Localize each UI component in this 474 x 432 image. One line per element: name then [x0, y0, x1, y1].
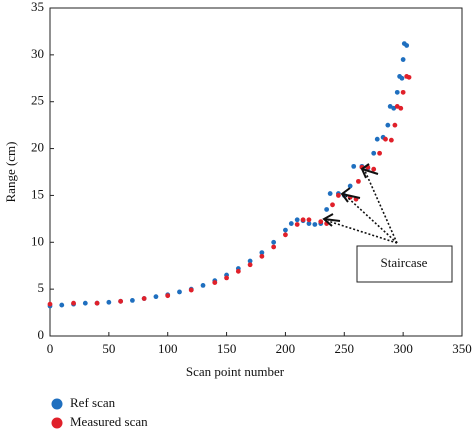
- data-point: [283, 232, 288, 238]
- data-point: [306, 217, 312, 223]
- legend-label: Ref scan: [70, 395, 116, 410]
- data-point: [200, 282, 206, 288]
- annotation-box: [356, 245, 453, 283]
- legend-marker: [51, 417, 63, 429]
- data-point: [212, 280, 218, 285]
- data-point: [188, 287, 194, 293]
- x-tick-label: 0: [47, 341, 54, 356]
- data-point: [288, 221, 294, 226]
- data-point: [312, 222, 318, 227]
- data-point: [259, 253, 265, 259]
- data-point: [394, 89, 400, 95]
- y-tick-label: 30: [31, 46, 44, 61]
- data-point: [347, 183, 353, 189]
- data-point: [336, 193, 341, 198]
- data-point: [106, 299, 112, 305]
- data-point: [177, 289, 182, 295]
- data-point: [400, 57, 406, 62]
- data-point: [300, 217, 306, 223]
- x-tick-label: 150: [217, 341, 237, 356]
- data-point: [247, 258, 253, 264]
- data-point: [399, 75, 405, 81]
- data-point: [259, 250, 265, 255]
- data-point: [59, 302, 65, 308]
- data-point: [356, 178, 361, 184]
- data-point: [118, 298, 124, 304]
- x-tick-label: 350: [452, 341, 472, 356]
- data-point: [374, 136, 380, 142]
- x-tick-label: 200: [276, 341, 296, 356]
- data-point: [392, 122, 398, 128]
- data-point: [327, 191, 333, 196]
- data-point: [271, 239, 277, 245]
- y-tick-label: 10: [31, 233, 44, 248]
- data-point: [387, 104, 393, 109]
- y-axis-label: Range (cm): [3, 141, 18, 202]
- data-point: [371, 166, 377, 172]
- y-tick-label: 0: [38, 327, 45, 342]
- data-point: [294, 222, 300, 227]
- data-point: [377, 150, 382, 156]
- data-point: [330, 202, 335, 208]
- data-point: [224, 275, 229, 281]
- data-point: [71, 300, 76, 306]
- data-point: [141, 296, 147, 301]
- data-point: [406, 74, 412, 80]
- data-point: [318, 219, 324, 225]
- data-point: [235, 268, 241, 274]
- data-point: [324, 207, 330, 212]
- data-point: [47, 301, 53, 307]
- x-axis-label: Scan point number: [186, 364, 285, 379]
- data-point: [404, 43, 410, 48]
- data-point: [283, 227, 288, 233]
- data-point: [400, 89, 406, 95]
- data-point: [294, 217, 300, 223]
- annotation-arrows: [327, 170, 398, 244]
- y-tick-label: 5: [38, 280, 45, 295]
- x-tick-label: 100: [158, 341, 178, 356]
- x-tick-label: 250: [335, 341, 355, 356]
- data-point: [130, 297, 135, 303]
- data-point: [383, 136, 388, 142]
- data-point: [271, 244, 277, 250]
- x-tick-label: 50: [102, 341, 115, 356]
- plot-area: [47, 41, 412, 309]
- y-tick-label: 25: [31, 93, 44, 108]
- data-point: [371, 150, 377, 156]
- data-point: [391, 105, 397, 111]
- y-tick-label: 15: [31, 186, 44, 201]
- data-point: [385, 122, 391, 128]
- data-point: [394, 104, 400, 109]
- y-tick-label: 35: [31, 0, 44, 14]
- annotation-text: Staircase: [381, 255, 428, 270]
- data-point: [247, 262, 253, 268]
- data-point: [165, 293, 171, 299]
- x-tick-label: 300: [393, 341, 413, 356]
- arrow-heads: [322, 163, 379, 227]
- data-point: [82, 300, 88, 306]
- data-point: [388, 137, 394, 143]
- data-point: [398, 105, 404, 111]
- data-point: [306, 221, 312, 226]
- y-tick-label: 20: [31, 140, 44, 155]
- data-point: [351, 163, 357, 169]
- legend-marker: [51, 398, 63, 410]
- data-point: [94, 300, 100, 306]
- legend-label: Measured scan: [70, 414, 148, 429]
- data-point: [153, 294, 159, 300]
- plot-frame: [49, 7, 463, 337]
